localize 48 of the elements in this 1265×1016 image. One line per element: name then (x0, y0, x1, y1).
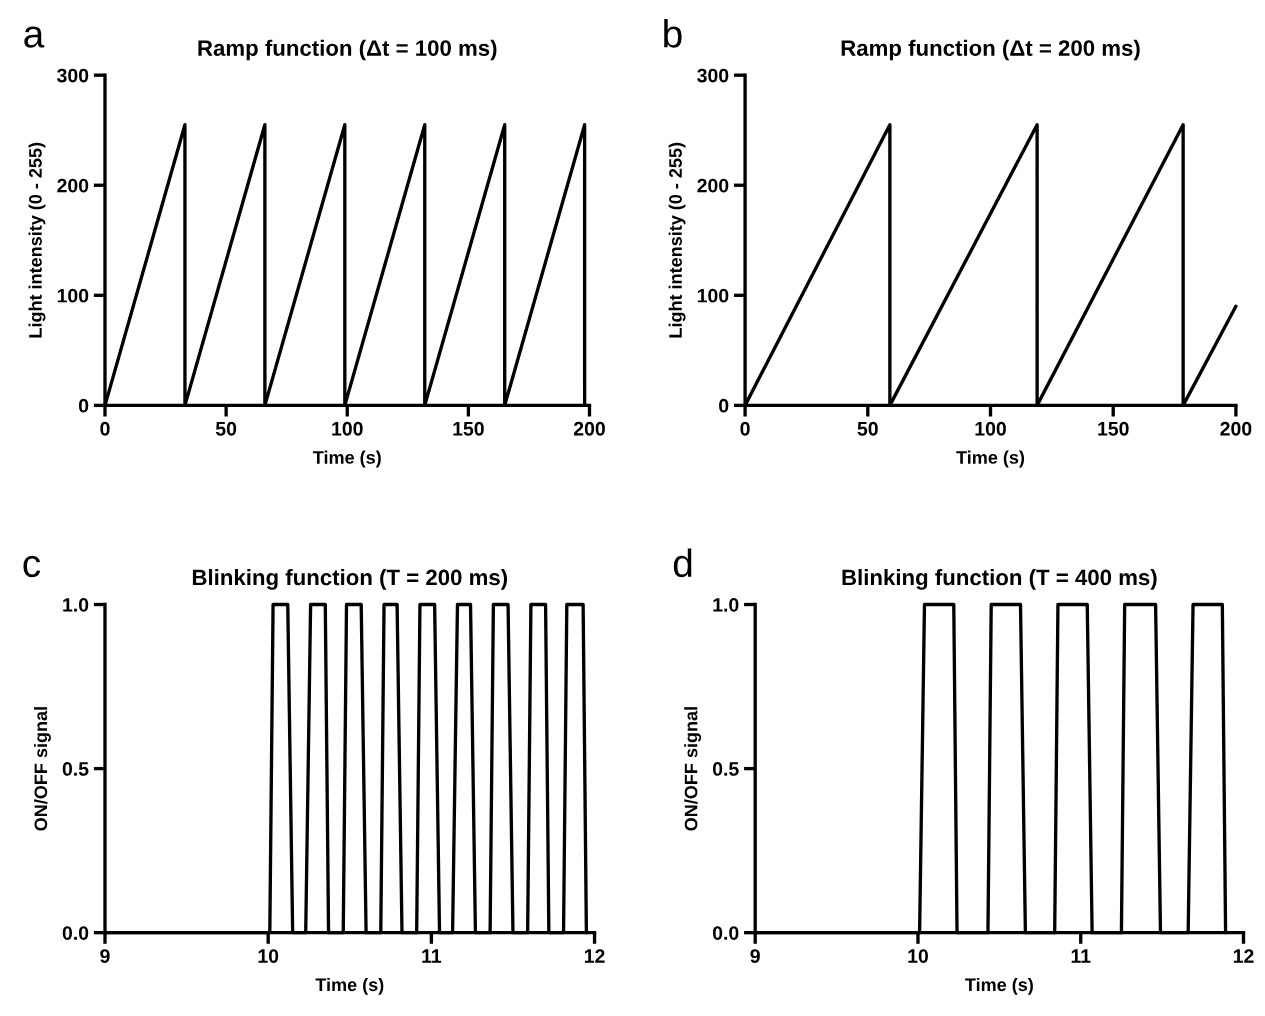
y-tick-label: 100 (697, 288, 729, 303)
x-tick-label: 200 (1220, 421, 1252, 436)
y-tick-label: 0 (719, 398, 729, 413)
y-tick-label: 0.0 (62, 926, 89, 940)
x-axis-title: Time (s) (956, 450, 1025, 468)
chart-title: Blinking function (T = 400 ms) (842, 568, 1157, 590)
y-tick-label: 0 (78, 398, 89, 413)
y-axis-title: Light intensity (0 - 255) (668, 142, 686, 338)
x-tick-label: 10 (908, 949, 928, 963)
y-tick-label: 1.0 (713, 597, 739, 612)
x-tick-label: 10 (258, 949, 279, 963)
x-tick-label: 150 (1098, 421, 1129, 436)
chart-title: Ramp function (Δt = 200 ms) (841, 39, 1140, 61)
x-tick-label: 9 (100, 949, 110, 963)
text: c (23, 555, 41, 578)
x-axis-title: Time (s) (312, 450, 381, 468)
y-tick-label: 0.0 (712, 926, 739, 940)
y-tick-label: 200 (57, 178, 89, 193)
x-axis-title: Time (s) (315, 977, 384, 995)
x-tick-label: 12 (584, 949, 605, 963)
x-tick-label: 150 (453, 421, 484, 436)
x-tick-label: 100 (332, 421, 363, 436)
y-tick-label: 0.5 (62, 762, 89, 776)
y-tick-label: 1.0 (63, 597, 89, 612)
y-axis-title: ON/OFF signal (33, 707, 51, 831)
x-tick-label: 0 (100, 421, 110, 436)
y-tick-label: 200 (697, 178, 729, 193)
text: d (673, 548, 692, 578)
y-tick-label: 0.5 (712, 762, 739, 776)
y-tick-label: 100 (57, 288, 89, 303)
x-tick-label: 200 (573, 421, 605, 436)
x-tick-label: 0 (740, 421, 750, 436)
x-tick-label: 12 (1233, 949, 1254, 963)
x-tick-label: 50 (857, 421, 878, 436)
x-tick-label: 50 (215, 421, 237, 436)
y-axis-title: ON/OFF signal (684, 707, 702, 831)
x-tick-label: 9 (750, 949, 760, 963)
x-tick-label: 100 (975, 421, 1006, 436)
x-axis-title: Time (s) (965, 977, 1033, 995)
chart-title: Blinking function (T = 200 ms) (192, 568, 508, 590)
y-tick-label: 300 (57, 68, 89, 83)
y-tick-label: 300 (697, 68, 729, 83)
y-axis-title: Light intensity (0 - 255) (28, 142, 46, 338)
chart-title: Ramp function (Δt = 100 ms) (198, 39, 497, 61)
x-tick-label: 11 (1071, 949, 1091, 963)
text: b (664, 19, 682, 48)
x-tick-label: 11 (422, 949, 442, 963)
text: a (24, 26, 45, 48)
